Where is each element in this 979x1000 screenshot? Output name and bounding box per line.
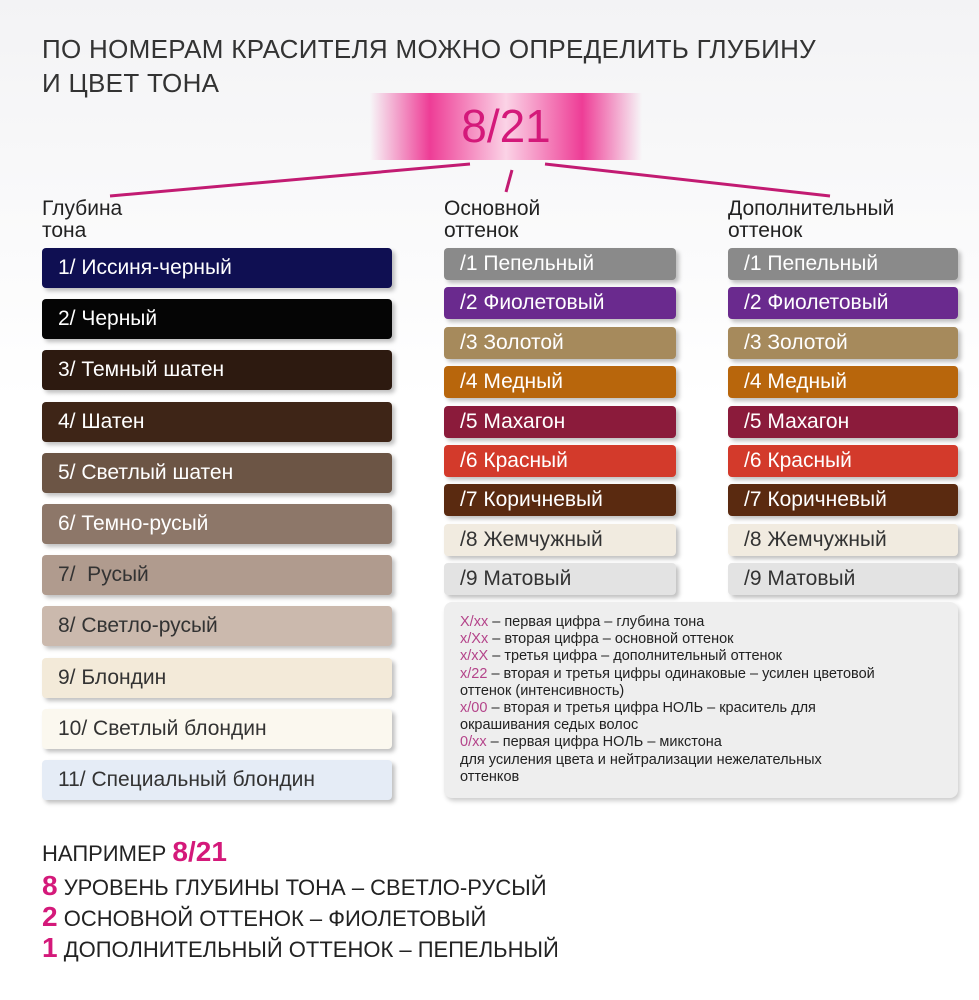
note-code: x/00 — [460, 700, 488, 716]
color-box: /6 Красный — [728, 445, 958, 477]
color-box: 4/ Шатен — [42, 401, 392, 442]
note-text: – вторая и третья цифра НОЛЬ – краситель… — [487, 700, 816, 716]
color-box: /2 Фиолетовый — [728, 287, 958, 320]
note-code: x/Xx — [460, 631, 489, 648]
note-line: x/xX – третья цифра – дополнительный отт… — [460, 648, 782, 665]
code: 8/21 — [461, 100, 551, 152]
note-line: X/xx – первая цифра – глубина тона — [460, 614, 704, 631]
color-box: /7 Коричневый — [444, 484, 676, 517]
note-line: оттенок (интенсивность) — [460, 683, 624, 700]
column-title: оттенок — [728, 219, 803, 242]
color-box: 2/ Черный — [42, 299, 392, 340]
column-title: оттенок — [444, 219, 519, 242]
color-box: 9/ Блондин — [42, 657, 392, 698]
note-text: – вторая цифра – основной оттенок — [488, 631, 734, 648]
color-box: 1/ Иссиня-черный — [42, 248, 392, 288]
column-title: тона — [42, 219, 87, 242]
note-line: окрашивания седых волос — [460, 717, 638, 734]
title-line: ПО НОМЕРАМ КРАСИТЕЛЯ МОЖНО ОПРЕДЕЛИТЬ ГЛ… — [42, 34, 816, 64]
color-box: 7/ Русый — [42, 555, 392, 596]
color-box: /5 Махагон — [444, 405, 676, 438]
example-number: 8 — [42, 870, 58, 901]
note-line: для усиления цвета и нейтрализации нежел… — [460, 752, 822, 769]
notes-box: X/xx – первая цифра – глубина тона x/Xx –… — [444, 602, 958, 798]
example-text: ОСНОВНОЙ ОТТЕНОК – ФИОЛЕТОВЫЙ — [63, 906, 487, 931]
color-box: /8 Жемчужный — [444, 523, 676, 556]
note-text: – вторая и третья цифры одинаковые – уси… — [487, 665, 875, 682]
color-box: 3/ Темный шатен — [42, 350, 392, 391]
note-text: – первая цифра НОЛЬ – микстона — [486, 734, 722, 751]
note-text: – третья цифра – дополнительный оттенок — [488, 648, 782, 665]
color-box: /4 Медный — [444, 366, 676, 399]
color-box: /8 Жемчужный — [728, 523, 958, 556]
example-text: УРОВЕНЬ ГЛУБИНЫ ТОНА – СВЕТЛО-РУСЫЙ — [63, 875, 547, 900]
example-number: 2 — [42, 901, 58, 932]
note-text: оттенок (интенсивность) — [460, 682, 625, 699]
color-box: 10/ Светлый блондин — [42, 708, 392, 749]
color-box: /9 Матовый — [728, 563, 958, 596]
color-box: /1 Пепельный — [728, 248, 958, 280]
note-line: x/22 – вторая и третья цифры одинаковые … — [460, 666, 875, 683]
example-code: 8/21 — [172, 836, 227, 867]
note-line: x/Xx – вторая цифра – основной оттенок — [460, 631, 733, 648]
note-line: оттенков — [460, 769, 519, 786]
note-line: x/00 – вторая и третья цифра НОЛЬ – крас… — [460, 700, 816, 717]
note-line: 0/xx – первая цифра НОЛЬ – микстона — [460, 734, 722, 751]
color-box: 5/ Светлый шатен — [42, 452, 392, 493]
note-code: 0/xx — [460, 734, 487, 751]
column-title: Дополнительный — [728, 197, 895, 220]
color-box: /1 Пепельный — [444, 248, 676, 280]
note-text: для усиления цвета и нейтрализации нежел… — [460, 751, 822, 768]
color-box: /3 Золотой — [444, 326, 676, 359]
example-prefix: НАПРИМЕР — [42, 841, 167, 866]
note-code: x/xX — [460, 648, 489, 665]
example-line: 2 ОСНОВНОЙ ОТТЕНОК – ФИОЛЕТОВЫЙ — [42, 901, 486, 933]
title-line: И ЦВЕТ ТОНА — [42, 68, 220, 98]
color-box: /6 Красный — [444, 445, 676, 477]
color-box: /3 Золотой — [728, 326, 958, 359]
column-title: Основной — [444, 197, 541, 220]
color-box: /5 Махагон — [728, 405, 958, 438]
color-box: /2 Фиолетовый — [444, 287, 676, 320]
note-text: окрашивания седых волос — [460, 717, 639, 734]
example-line: 1 ДОПОЛНИТЕЛЬНЫЙ ОТТЕНОК – ПЕПЕЛЬНЫЙ — [42, 932, 559, 964]
color-box: /7 Коричневый — [728, 484, 958, 517]
example-number: 1 — [42, 932, 58, 963]
note-text: оттенков — [460, 768, 520, 785]
note-code: X/xx — [460, 614, 489, 630]
color-box: /4 Медный — [728, 366, 958, 399]
color-box: 11/ Специальный блондин — [42, 760, 392, 800]
color-box: /9 Матовый — [444, 563, 676, 596]
code-banner — [370, 93, 642, 160]
column-title: Глубина — [42, 197, 123, 220]
example-heading: НАПРИМЕР 8/21 — [42, 836, 227, 868]
example-text: ДОПОЛНИТЕЛЬНЫЙ ОТТЕНОК – ПЕПЕЛЬНЫЙ — [63, 937, 559, 962]
note-text: – первая цифра – глубина тона — [488, 614, 705, 630]
note-code: x/22 — [460, 665, 488, 682]
example-line: 8 УРОВЕНЬ ГЛУБИНЫ ТОНА – СВЕТЛО-РУСЫЙ — [42, 870, 547, 902]
color-box: 8/ Светло-русый — [42, 606, 392, 647]
color-box: 6/ Темно-русый — [42, 504, 392, 544]
